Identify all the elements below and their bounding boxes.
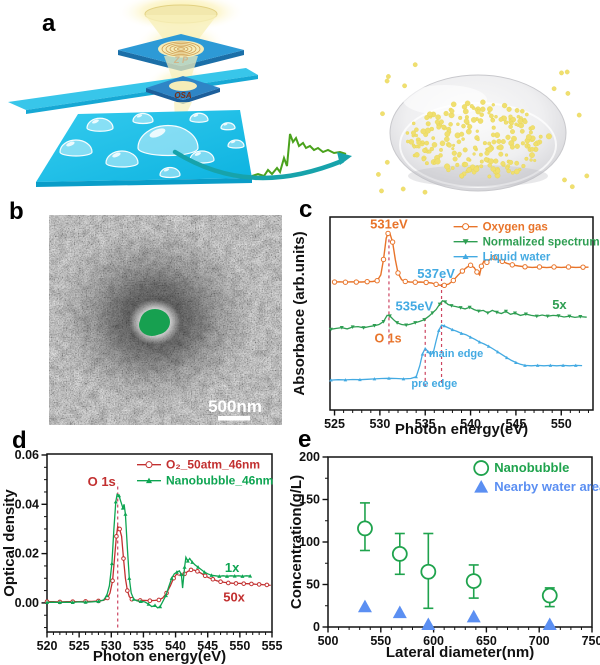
series-nearby-water-area (357, 599, 557, 631)
annotation: pre edge (411, 378, 457, 390)
stray-molecule-dots (376, 62, 590, 195)
panel-label-e: e (298, 426, 312, 453)
chart-concentration-vs-diameter: 500 550 600 650 700 750 0 50 100 150 200 Nanobubble… (288, 450, 600, 661)
panel-label-d: d (12, 427, 27, 454)
panel-b-stxm-image: 500nm (49, 215, 282, 425)
beam-cone-middle (164, 56, 198, 78)
beam-cone-upper (145, 15, 217, 40)
series-normalized-spectrum (328, 300, 587, 332)
x-tick-label: 530 (101, 639, 122, 653)
y-tick-label: 0.04 (15, 497, 39, 511)
x-tick-label: 550 (551, 417, 572, 431)
y-tick-label: 0.02 (15, 547, 39, 561)
x-tick-label: 750 (582, 634, 600, 648)
chart-absorbance-spectra: 525 530 535 540 545 550 531eV 537eV 535eV O 1s mai… (291, 216, 600, 438)
legend-label: Liquid water (483, 252, 551, 264)
osa-aperture-plate: OSA (146, 76, 220, 104)
x-tick-label: 530 (369, 417, 390, 431)
annotation: 1x (225, 560, 240, 575)
x-tick-label: 535 (415, 417, 436, 431)
y-axis-label: Absorbance (arb.units) (291, 231, 308, 395)
x-axis-label: Photon energy(eV) (93, 648, 226, 665)
annotation: 50x (223, 589, 245, 604)
legend: Oxygen gas Normalized spectrum Liquid wate… (453, 222, 600, 264)
annotation: O 1s (88, 474, 116, 489)
x-tick-label: 545 (197, 639, 218, 653)
legend: Nanobubble Nearby water area (473, 460, 600, 494)
x-tick-label: 545 (505, 417, 526, 431)
series-nanobubble (357, 502, 558, 610)
plot-frame (46, 453, 273, 633)
annotation: 5x (552, 297, 567, 312)
y-tick-label: 150 (299, 493, 320, 507)
spectrum-squiggle (251, 133, 347, 178)
y-axis-label: Optical density (1, 489, 18, 597)
legend-label: Nanobubble (494, 460, 569, 475)
sample-membrane-sheet (8, 68, 258, 114)
chart-optical-density: 520 525 530 535 540 545 550 555 0.00 0.02 0.04 0.06… (1, 448, 283, 665)
panel-label-a: a (42, 10, 56, 37)
x-tick-label: 555 (262, 639, 283, 653)
y-tick-label: 100 (299, 535, 320, 549)
legend-label: Normalized spectrum (483, 237, 600, 249)
plot-frame (329, 216, 594, 411)
legend-label: Nanobubble_46nm (166, 474, 273, 488)
series-nanobubble-46nm (45, 493, 253, 609)
annotation: 537eV (417, 266, 455, 281)
x-tick-label: 540 (460, 417, 481, 431)
y-tick-label: 200 (299, 450, 320, 464)
annotation: 531eV (370, 217, 408, 232)
x-tick-label: 550 (229, 639, 250, 653)
legend-label: Nearby water area (494, 479, 600, 494)
x-tick-label: 535 (133, 639, 154, 653)
x-tick-label: 600 (423, 634, 444, 648)
y-tick-label: 0 (313, 620, 320, 634)
scale-bar: 500nm (208, 397, 262, 421)
x-tick-label: 700 (529, 634, 550, 648)
osa-label: OSA (174, 91, 192, 100)
panel-label-b: b (9, 198, 24, 225)
x-tick-label: 520 (37, 639, 58, 653)
annotation: 535eV (396, 299, 434, 314)
legend-label: O₂_50atm_46nm (166, 458, 260, 472)
panel-label-c: c (299, 196, 313, 223)
y-axis-label: Concentration(g/L) (288, 475, 305, 609)
x-tick-label: 540 (165, 639, 186, 653)
series-liquid-water (329, 324, 583, 382)
annotation: main edge (429, 348, 483, 360)
axes: 525 530 535 540 545 550 (324, 410, 589, 431)
y-tick-label: 0.00 (15, 596, 39, 610)
y-tick-label: 0.06 (15, 448, 39, 462)
substrate-with-nanobubbles (36, 110, 252, 187)
scale-bar-label: 500nm (208, 397, 262, 416)
x-tick-label: 525 (324, 417, 345, 431)
legend-label: Oxygen gas (483, 222, 548, 234)
annotation: O 1s (374, 332, 401, 346)
plot-frame (327, 456, 593, 628)
transfer-arrow (172, 149, 352, 181)
nanobubble-marker (139, 309, 170, 336)
gas-molecule-dots (405, 99, 552, 179)
x-tick-label: 500 (318, 634, 339, 648)
x-tick-label: 550 (370, 634, 391, 648)
legend: O₂_50atm_46nm Nanobubble_46nm (137, 458, 273, 488)
nanobubble-dome (389, 74, 567, 192)
series-oxygen-gas (331, 230, 589, 289)
x-tick-label: 650 (476, 634, 497, 648)
panel-a-stxm-schematic: Z P OSA (8, 0, 590, 195)
y-tick-label: 50 (306, 578, 320, 592)
axes: 520 525 530 535 540 545 550 555 0.00 0.02 0.04 0.06 (15, 448, 283, 653)
x-tick-label: 525 (69, 639, 90, 653)
x-axis-label: Photon energy(eV) (395, 421, 528, 438)
x-axis-label: Lateral diameter(nm) (386, 644, 534, 661)
